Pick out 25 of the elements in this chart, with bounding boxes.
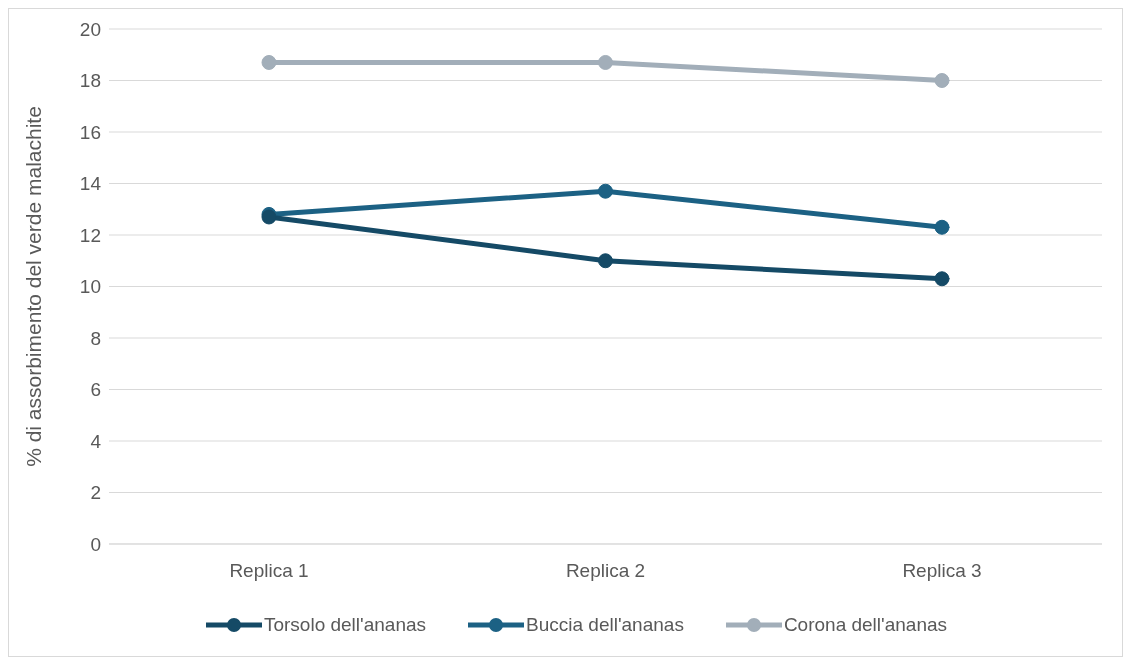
point — [598, 253, 613, 269]
point — [934, 73, 950, 88]
y-tick-label: 14 — [79, 173, 102, 195]
x-tick-label: Replica 2 — [565, 560, 646, 582]
y-tick-label: 16 — [79, 121, 101, 143]
y-tick-label: 12 — [79, 224, 101, 246]
y-axis-title: % di assorbimento del verde malachite — [22, 106, 46, 467]
y-tick-label: 10 — [79, 276, 101, 298]
y-tick-label: 18 — [79, 70, 101, 92]
y-tick-label: 0 — [90, 533, 101, 555]
legend-label: Corona dell'ananas — [783, 614, 948, 636]
y-tick-label: 2 — [90, 482, 101, 504]
y-tick-label: 8 — [90, 327, 101, 349]
y-tick-label: 6 — [90, 379, 101, 401]
legend-label: Torsolo dell'ananas — [263, 614, 427, 636]
point — [261, 54, 277, 70]
point — [598, 54, 613, 70]
x-tick-label: Replica 1 — [229, 560, 309, 582]
x-tick-label: Replica 3 — [902, 560, 982, 582]
point — [598, 183, 613, 199]
y-tick-label: 20 — [79, 18, 101, 40]
y-tick-label: 4 — [90, 430, 102, 452]
legend-label: Buccia dell'ananas — [526, 614, 684, 636]
point — [934, 219, 950, 235]
point — [934, 271, 950, 287]
